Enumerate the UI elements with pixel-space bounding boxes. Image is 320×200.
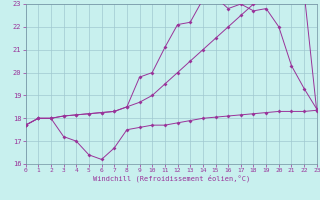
X-axis label: Windchill (Refroidissement éolien,°C): Windchill (Refroidissement éolien,°C) [92,175,250,182]
